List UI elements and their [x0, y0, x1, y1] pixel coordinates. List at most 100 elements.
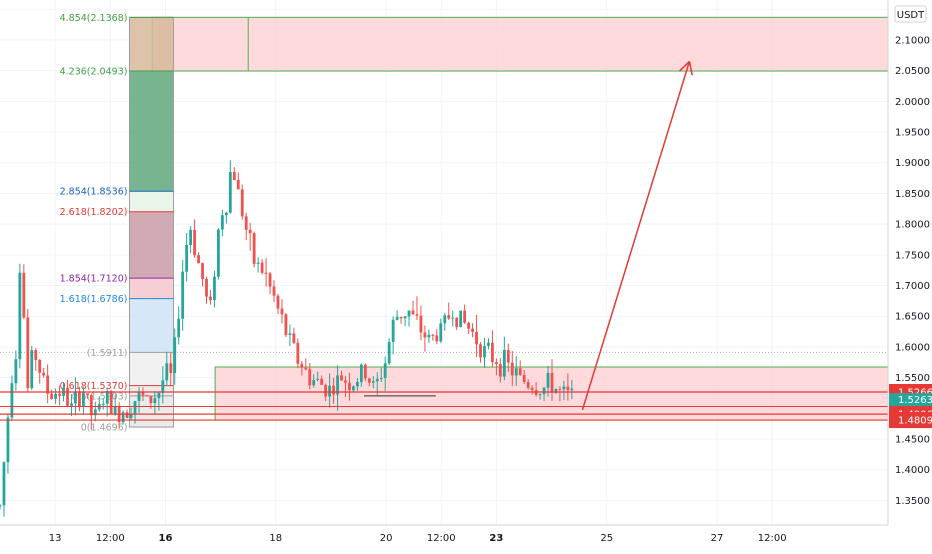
candle-up	[487, 342, 490, 346]
candle-down	[149, 396, 153, 404]
fibonacci-extension: 4.854(2.1368) 4.236(2.0493) 2.854(1.8536) 2…	[60, 13, 174, 434]
candle-up	[546, 372, 550, 388]
currency-badge[interactable]	[894, 5, 927, 23]
fib-band	[129, 278, 174, 299]
candle-up	[379, 377, 383, 379]
time-tick-label: 12:00	[758, 533, 787, 544]
candle-down	[284, 314, 288, 335]
time-tick-label: 23	[489, 533, 503, 544]
candle-up	[439, 323, 443, 342]
candle-down	[494, 362, 498, 365]
candle-up	[562, 386, 566, 390]
price-tag-1-5266-text: 1.5266	[898, 388, 932, 399]
candle-down	[252, 233, 256, 264]
candle-down	[530, 387, 534, 391]
candle-down	[510, 362, 514, 376]
candle-down	[566, 386, 570, 391]
candle-up	[137, 391, 141, 402]
candle-up	[554, 388, 558, 393]
fib-band	[129, 191, 174, 212]
candle-up	[407, 310, 411, 317]
candle-down	[467, 322, 470, 329]
candle-down	[240, 189, 244, 217]
candle-up	[133, 401, 137, 414]
arrow-head	[688, 61, 693, 76]
candle-up	[70, 403, 73, 406]
candle-down	[38, 359, 42, 373]
candle-up	[538, 394, 542, 396]
candle-down	[463, 310, 467, 323]
candle-up	[395, 316, 399, 320]
candle-down	[518, 368, 522, 375]
candle-up	[224, 212, 228, 216]
drawings-layer	[364, 60, 693, 411]
candle-down	[292, 333, 296, 343]
fib-band	[129, 17, 174, 72]
candle-down	[22, 272, 26, 318]
candle-down	[344, 380, 347, 383]
candle-up	[570, 388, 574, 391]
horizontal-lines	[0, 391, 888, 421]
candle-up	[483, 345, 486, 358]
price-tick-label: 1.6500	[895, 312, 930, 323]
time-tick-label: 13	[49, 533, 62, 544]
candle-up	[356, 381, 359, 387]
candle-down	[125, 412, 129, 419]
time-tick-label: 12:00	[427, 533, 456, 544]
candle-up	[129, 413, 133, 419]
candle-up	[189, 229, 193, 245]
candle-down	[435, 335, 439, 342]
fib-level-label: (1.5911)	[87, 348, 128, 359]
fib-level-label: 4.236(2.0493)	[60, 67, 128, 78]
candle-down	[272, 286, 276, 296]
candle-down	[268, 273, 272, 287]
candle-up	[375, 378, 379, 382]
candle-down	[46, 375, 50, 394]
candle-down	[58, 393, 61, 396]
price-axis[interactable]: USDT 1.35001.40001.45001.50001.55001.600…	[887, 0, 932, 525]
fib-level-label: 2.618(1.8202)	[60, 207, 128, 218]
candle-down	[363, 364, 367, 379]
candle-up	[217, 229, 220, 277]
candle-up	[371, 381, 375, 383]
time-tick-label: 20	[380, 533, 393, 544]
candle-down	[419, 315, 423, 333]
candle-down	[423, 332, 427, 338]
candle-up	[81, 393, 85, 407]
candle-down	[320, 378, 324, 385]
candle-down	[447, 315, 451, 319]
fib-band	[129, 211, 174, 279]
time-axis[interactable]: 13 12:00 16 18 20 12:00 23 25 27 12:00	[0, 524, 932, 550]
candle-down	[78, 391, 81, 407]
candle-down	[197, 255, 200, 264]
candle-up	[256, 262, 260, 264]
candle-up	[93, 409, 97, 416]
candle-up	[427, 334, 431, 338]
candle-up	[502, 350, 506, 377]
candle-up	[2, 462, 6, 506]
fib-level-label: 0.618(1.5370)	[60, 381, 128, 392]
candle-down	[201, 263, 204, 279]
fib-level-label: 2.854(1.8536)	[60, 187, 128, 198]
price-tick-label: 1.8500	[895, 189, 930, 200]
candle-down	[471, 328, 474, 332]
candle-up	[459, 310, 463, 328]
candle-down	[526, 382, 530, 388]
candle-up	[177, 318, 181, 338]
candle-down	[522, 374, 526, 383]
time-tick-label: 18	[269, 533, 282, 544]
price-tick-label: 1.9000	[895, 158, 930, 169]
candle-down	[232, 171, 236, 180]
candle-up	[383, 363, 387, 378]
candle-up	[514, 368, 518, 376]
price-tick-label: 1.6000	[895, 342, 930, 353]
price-tick-label: 2.0500	[895, 66, 930, 77]
candle-down	[209, 296, 212, 301]
candle-up	[161, 380, 165, 393]
candle-down	[42, 372, 46, 376]
current-price-text: 1.5263	[898, 395, 932, 406]
candle-down	[367, 378, 371, 383]
candle-down	[491, 342, 494, 363]
currency-label: USDT	[897, 10, 925, 21]
